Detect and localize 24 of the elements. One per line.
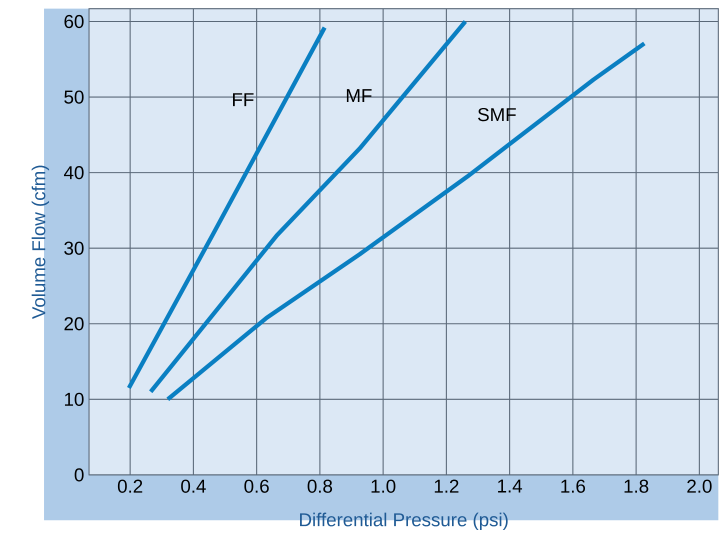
y-axis-title: Volume Flow (cfm) (32, 166, 50, 320)
x-tick-label: 0.6 (244, 480, 269, 493)
x-tick-label: 0.8 (308, 480, 332, 493)
series-label: SMF (478, 108, 516, 122)
y-tick-label: 30 (64, 242, 84, 255)
y-tick-label: 0 (74, 468, 84, 482)
line-series (148, 19, 468, 394)
y-tick-label: 20 (64, 317, 84, 330)
x-tick-label: 0.2 (118, 480, 142, 493)
x-tick-label: 1.8 (624, 480, 648, 493)
x-axis-title: Differential Pressure (psi) (300, 512, 508, 530)
series-label: MF (346, 89, 372, 102)
series-label: FF (233, 93, 254, 106)
y-tick-label: 40 (64, 166, 84, 180)
line-series (166, 41, 646, 402)
y-tick-label: 50 (64, 90, 84, 104)
x-tick-label: 1.4 (498, 480, 522, 492)
x-tick-label: 1.2 (434, 480, 458, 493)
y-tick-label: 10 (64, 392, 84, 406)
x-tick-label: 1.6 (561, 480, 586, 493)
x-tick-label: 2.0 (687, 480, 712, 493)
y-tick-label: 60 (64, 14, 84, 28)
x-tick-label: 0.4 (181, 480, 206, 493)
x-tick-label: 1.0 (372, 480, 396, 493)
